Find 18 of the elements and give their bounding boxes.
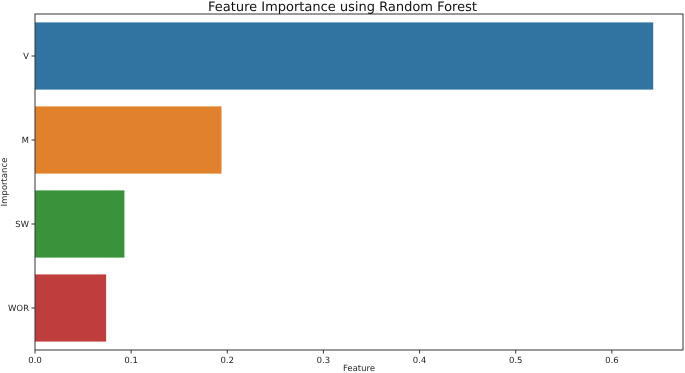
y-tick-label: V [23,52,30,62]
x-tick-label: 0.1 [124,356,138,366]
bar [35,106,222,174]
x-tick-label: 0.0 [28,356,42,366]
chart-title: Feature Importance using Random Forest [208,0,477,15]
x-tick-label: 0.6 [605,356,619,366]
x-axis-title: Feature [342,364,376,373]
bar [35,190,124,258]
bar [35,274,106,342]
x-tick-label: 0.2 [220,356,234,366]
y-tick-label: SW [15,220,30,230]
x-tick-label: 0.4 [412,356,426,366]
x-tick-label: 0.3 [316,356,330,366]
y-tick-label: WOR [8,304,30,314]
y-tick-label: M [22,136,29,146]
x-tick-label: 0.5 [508,356,522,366]
bar [35,22,654,90]
y-axis-title: Importance [0,158,10,206]
